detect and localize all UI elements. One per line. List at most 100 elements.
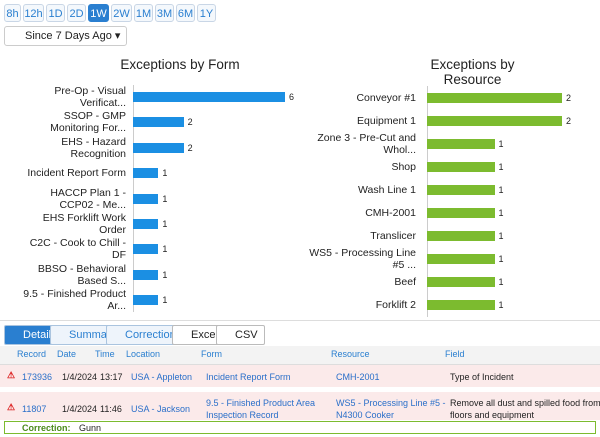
- table-cell: Type of Incident: [450, 372, 514, 382]
- category-label: Shop: [391, 161, 416, 173]
- category-label: EHS Forklift Work Order: [42, 212, 126, 236]
- category-label: Wash Line 1: [358, 184, 416, 196]
- value-label: 2: [187, 142, 193, 153]
- category-label: SSOP - GMP Monitoring For...: [50, 110, 126, 135]
- tab[interactable]: CSV: [216, 325, 265, 345]
- warning-icon: ⚠: [7, 370, 16, 380]
- table-cell: 11:46: [100, 404, 122, 414]
- chart-title: Exceptions by Resource: [430, 57, 515, 87]
- value-label: 1: [162, 219, 168, 229]
- time-button[interactable]: 1D: [46, 4, 65, 22]
- bar: [427, 185, 495, 195]
- value-label: 2: [566, 93, 572, 103]
- range-text: Since 7 Days Ago: [25, 30, 112, 42]
- category-label: 9.5 - Finished Product Ar...: [23, 288, 126, 313]
- category-label: BBSO - Behavioral Based S...: [37, 262, 126, 287]
- bar: [133, 92, 285, 102]
- column-header[interactable]: Time: [95, 349, 115, 359]
- table-header-bg: [0, 346, 600, 365]
- bar: [427, 139, 495, 149]
- tab[interactable]: Details: [4, 325, 64, 345]
- bar: [427, 208, 495, 218]
- value-label: 2: [187, 117, 193, 128]
- time-button[interactable]: 3M: [155, 4, 174, 22]
- category-label: CMH-2001: [365, 207, 416, 219]
- time-button[interactable]: 1M: [134, 4, 153, 22]
- value-label: 6: [289, 92, 295, 102]
- value-label: 1: [162, 193, 168, 204]
- table-cell: 1/4/2024: [62, 404, 98, 414]
- bar: [427, 93, 562, 103]
- bar: [427, 162, 495, 172]
- correction-label: Correction:: [22, 423, 71, 433]
- category-label: C2C - Cook to Chill - DF: [29, 237, 126, 262]
- time-button[interactable]: 6M: [176, 4, 195, 22]
- bar: [133, 193, 159, 204]
- column-header[interactable]: Record: [17, 349, 47, 359]
- value-label: 2: [566, 116, 572, 126]
- value-label: 1: [162, 168, 168, 179]
- time-button[interactable]: 2W: [111, 4, 132, 22]
- table-cell[interactable]: CMH-2001: [336, 372, 380, 382]
- range-dropdown[interactable]: Since 7 Days Ago ▾: [4, 26, 128, 46]
- value-label: 1: [498, 254, 504, 264]
- row-bg: [0, 392, 600, 420]
- time-button[interactable]: 1Y: [197, 4, 216, 22]
- bar: [133, 168, 159, 179]
- table-cell[interactable]: USA - Jackson: [131, 404, 191, 414]
- table-cell: 1/4/2024: [62, 372, 98, 382]
- table-cell[interactable]: USA - Appleton: [131, 372, 193, 382]
- correction-box: [4, 421, 596, 434]
- bar: [133, 244, 159, 255]
- column-header[interactable]: Field: [445, 349, 465, 359]
- bar: [133, 269, 159, 280]
- column-header[interactable]: Location: [126, 349, 161, 359]
- bar: [133, 219, 159, 229]
- time-button[interactable]: 1W: [88, 4, 109, 22]
- column-header[interactable]: Date: [57, 349, 77, 359]
- time-button[interactable]: 8h: [4, 4, 21, 22]
- category-label: HACCP Plan 1 - CCP02 - Me...: [50, 186, 126, 211]
- value-label: 1: [498, 277, 504, 287]
- column-header[interactable]: Form: [201, 349, 222, 359]
- table-cell[interactable]: 173936: [22, 372, 53, 382]
- value-label: 1: [162, 244, 168, 255]
- time-button[interactable]: 2D: [67, 4, 86, 22]
- table-cell[interactable]: 9.5 - Finished Product Area Inspection R…: [206, 398, 316, 420]
- bar: [427, 116, 562, 126]
- category-label: Zone 3 - Pre-Cut and Whol...: [317, 132, 416, 156]
- category-label: Translicer: [370, 230, 416, 242]
- value-label: 1: [162, 269, 168, 280]
- category-label: Beef: [394, 276, 416, 288]
- chart-title: Exceptions by Form: [120, 57, 240, 72]
- category-label: Conveyor #1: [356, 92, 416, 104]
- bar: [427, 231, 495, 241]
- value-label: 1: [498, 300, 504, 310]
- table-cell[interactable]: 11807: [22, 404, 47, 414]
- bar: [427, 254, 495, 264]
- value-label: 1: [498, 208, 504, 218]
- category-label: Equipment 1: [357, 115, 416, 127]
- category-label: Incident Report Form: [27, 167, 126, 180]
- table-cell[interactable]: Incident Report Form: [206, 372, 291, 382]
- bar: [427, 300, 495, 310]
- axis-line: [427, 86, 428, 317]
- category-label: EHS - Hazard Recognition: [61, 135, 126, 160]
- value-label: 1: [498, 162, 504, 172]
- table-cell: 13:17: [100, 372, 123, 382]
- time-button[interactable]: 12h: [23, 4, 44, 22]
- bar: [133, 295, 159, 306]
- value-label: 1: [498, 139, 504, 149]
- table-cell[interactable]: WS5 - Processing Line #5 - N4300 Cooker: [336, 398, 446, 420]
- correction-value: Gunn: [79, 423, 102, 433]
- divider: [0, 320, 600, 321]
- warning-icon: ⚠: [7, 402, 16, 412]
- value-label: 1: [162, 295, 168, 306]
- category-label: Pre-Op - Visual Verificat...: [54, 85, 126, 109]
- category-label: Forklift 2: [375, 299, 416, 311]
- value-label: 1: [498, 231, 504, 241]
- column-header[interactable]: Resource: [331, 349, 370, 359]
- bar: [133, 142, 184, 153]
- value-label: 1: [498, 185, 504, 195]
